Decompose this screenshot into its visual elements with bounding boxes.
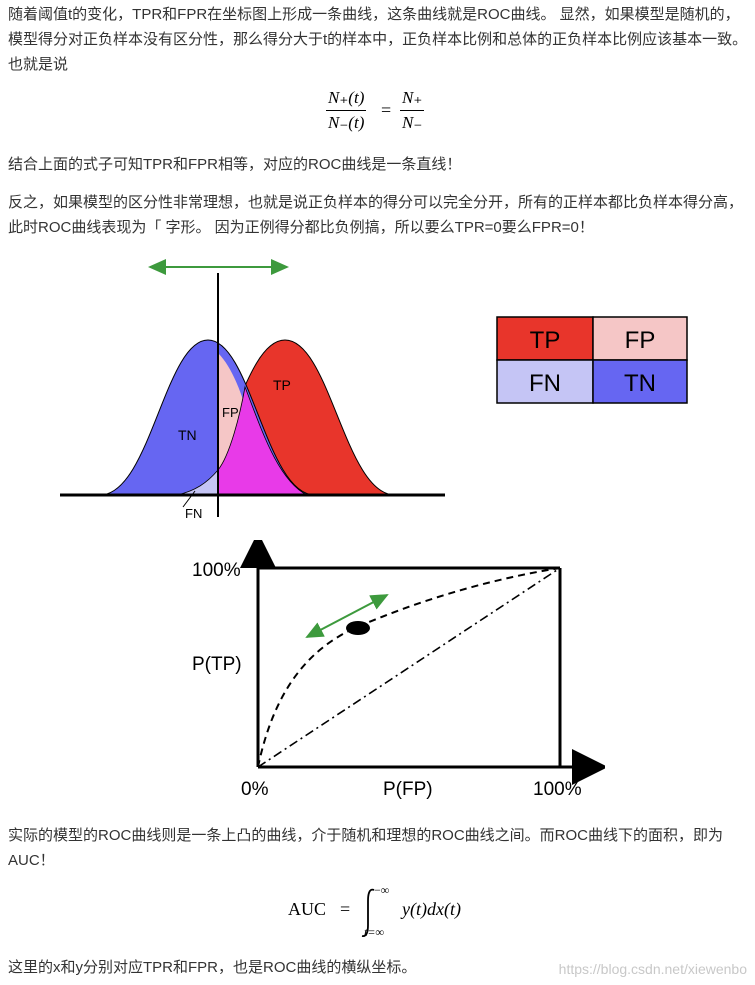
formula-lhs-denominator: N₋(t) bbox=[328, 113, 365, 132]
operating-point bbox=[346, 621, 370, 635]
label-tn: TN bbox=[178, 427, 197, 443]
roc-x-axis-label: P(FP) bbox=[383, 779, 433, 800]
formula-lhs-numerator: N₊(t) bbox=[328, 88, 365, 107]
legend-fn: FN bbox=[529, 370, 561, 397]
label-tp: TP bbox=[273, 377, 291, 393]
random-classifier-line bbox=[257, 567, 561, 768]
formula-rhs-numerator: N₊ bbox=[402, 88, 423, 107]
watermark: https://blog.csdn.net/xiewenbo bbox=[558, 961, 747, 977]
auc-integrand: y(t)dx(t) bbox=[402, 899, 461, 919]
integral-lower-limit: t=∞ bbox=[364, 925, 384, 939]
auc-formula: AUC = −∞ t=∞ y(t)dx(t) bbox=[288, 883, 488, 945]
label-fp: FP bbox=[222, 405, 239, 420]
integral-sign bbox=[361, 888, 375, 937]
overlap-region bbox=[217, 385, 308, 496]
paragraph-equal-rates: 结合上面的式子可知TPR和FPR相等，对应的ROC曲线是一条直线！ bbox=[8, 156, 462, 173]
label-fn: FN bbox=[185, 506, 202, 521]
roc-x-origin-label: 0% bbox=[241, 779, 269, 800]
paragraph-auc: 实际的模型的ROC曲线则是一条上凸的曲线，介于随机和理想的ROC曲线之间。而RO… bbox=[8, 827, 724, 869]
legend-fp: FP bbox=[625, 327, 656, 354]
score-distribution-diagram: TN FP TP FN bbox=[60, 259, 445, 521]
auc-equals: = bbox=[340, 899, 351, 919]
formula-rhs-denominator: N₋ bbox=[402, 113, 423, 132]
confusion-legend-grid: TP FP FN TN bbox=[496, 316, 688, 404]
paragraph-ideal-model: 反之，如果模型的区分性非常理想，也就是说正负样本的得分可以完全分开，所有的正样本… bbox=[8, 194, 744, 236]
formula-ratio-lhs: N₊(t) N₋(t) bbox=[326, 88, 367, 133]
legend-tp: TP bbox=[530, 327, 561, 354]
formula-ratio-rhs: N₊ N₋ bbox=[400, 88, 425, 133]
legend-tn: TN bbox=[624, 370, 656, 397]
auc-lhs: AUC bbox=[288, 899, 327, 919]
roc-y-top-label: 100% bbox=[192, 560, 241, 581]
operating-point-shift-arrow bbox=[305, 594, 389, 638]
formula-equals: = bbox=[381, 100, 392, 120]
roc-curve-diagram: 100% P(TP) 0% P(FP) 100% bbox=[192, 540, 605, 800]
roc-y-axis-label: P(TP) bbox=[192, 654, 242, 675]
paragraph-axes-note: 这里的x和y分别对应TPR和FPR，也是ROC曲线的横纵坐标。 bbox=[8, 959, 417, 976]
roc-x-end-label: 100% bbox=[533, 779, 582, 800]
integral-upper-limit: −∞ bbox=[374, 883, 390, 897]
paragraph-intro: 随着阈值t的变化，TPR和FPR在坐标图上形成一条曲线，这条曲线就是ROC曲线。… bbox=[8, 6, 748, 73]
